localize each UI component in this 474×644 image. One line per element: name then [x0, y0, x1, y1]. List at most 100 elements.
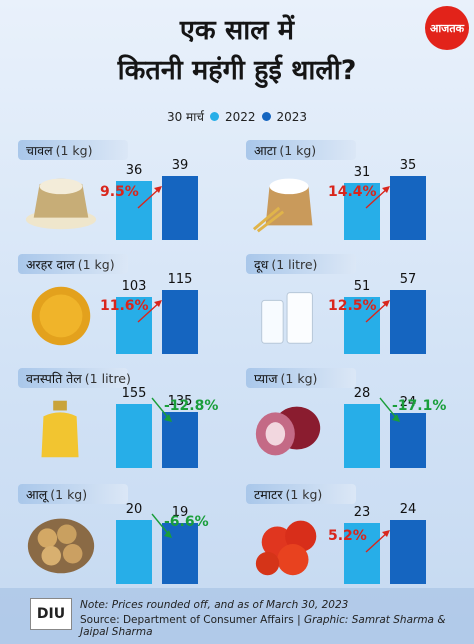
potato-icon: [27, 518, 95, 574]
bar-2022: [116, 404, 152, 468]
item-panel: अरहर दाल (1 kg) 103 115 11.6%: [18, 254, 230, 358]
change-percent: 12.5%: [328, 298, 377, 314]
bar-2023: [390, 520, 426, 584]
bar-2023: [390, 176, 426, 240]
item-name: आटा: [254, 142, 277, 158]
bar-2023: [390, 290, 426, 354]
bar-2022: [116, 520, 152, 584]
change-percent: 9.5%: [100, 184, 139, 200]
item-unit: (1 kg): [50, 486, 88, 502]
trend-down-arrow-icon: [379, 397, 400, 422]
item-panel: दूध (1 litre) 51 57 12.5%: [246, 254, 458, 358]
value-label-2022: 31: [353, 165, 371, 180]
item-name: चावल: [26, 142, 53, 158]
value-label-2023: 115: [167, 272, 193, 287]
item-panel: आलू (1 kg) 20 19 -6.6%: [18, 484, 230, 588]
item-label: चावल (1 kg): [18, 140, 128, 160]
item-label: आटा (1 kg): [246, 140, 356, 160]
legend-date: 30 मार्च: [166, 110, 204, 124]
item-name: वनस्पति तेल: [26, 370, 82, 386]
bar-2023: [162, 412, 198, 468]
diu-logo: DIU: [30, 598, 72, 630]
footer-credits: Source: Department of Consumer Affairs |…: [80, 614, 474, 638]
value-label-2022: 36: [125, 163, 143, 178]
item-name: दूध: [254, 256, 269, 272]
footer-note: Note: Prices rounded off, and as of Marc…: [80, 599, 349, 611]
footer-separator: |: [297, 614, 301, 626]
change-percent: 14.4%: [328, 184, 377, 200]
toor-dal-icon: [31, 286, 91, 346]
item-panel: प्याज (1 kg) 28 24 -17.1%: [246, 368, 458, 472]
change-percent: -6.6%: [164, 514, 209, 530]
value-label-2022: 23: [353, 505, 371, 520]
item-panel: चावल (1 kg) 36 39 9.5%: [18, 140, 230, 244]
item-panel: आटा (1 kg) 31 35 14.4%: [246, 140, 458, 244]
item-name: आलू: [26, 486, 48, 502]
chart-title-line2: कितनी महंगी हुई थाली?: [117, 55, 357, 86]
milk-icon: [261, 292, 313, 344]
rice-sack-icon: [25, 178, 97, 230]
item-label: अरहर दाल (1 kg): [18, 254, 128, 274]
item-unit: (1 litre): [84, 370, 131, 386]
value-label-2022: 51: [353, 279, 371, 294]
trend-down-arrow-icon: [151, 397, 172, 422]
onion-icon: [255, 406, 321, 456]
trend-up-arrow-icon: [365, 186, 390, 209]
chart-title-line1: एक साल में: [179, 15, 295, 46]
item-label: वनस्पति तेल (1 litre): [18, 368, 131, 388]
item-label: आलू (1 kg): [18, 484, 128, 504]
legend: 30 मार्च 2022 2023: [0, 108, 474, 125]
change-percent: 5.2%: [328, 528, 367, 544]
value-label-2023: 35: [399, 158, 417, 173]
bar-2023: [162, 176, 198, 240]
bar-2023: [390, 413, 426, 468]
bar-2022: [344, 404, 380, 468]
item-panel: वनस्पति तेल (1 litre) 155 135 -12.8%: [18, 368, 230, 472]
footer: [0, 588, 474, 644]
value-label-2023: 39: [171, 158, 189, 173]
trend-up-arrow-icon: [365, 530, 390, 553]
item-unit: (1 kg): [285, 486, 323, 502]
footer-graphic: Graphic: Samrat Sharma & Jaipal Sharma: [80, 614, 446, 638]
value-label-2022: 20: [125, 502, 143, 517]
item-panel: टमाटर (1 kg) 23 24 5.2%: [246, 484, 458, 588]
trend-up-arrow-icon: [137, 300, 162, 323]
item-unit: (1 litre): [271, 256, 318, 272]
bar-2022: [344, 297, 380, 354]
item-name: अरहर दाल: [26, 256, 75, 272]
value-label-2023: 19: [171, 505, 189, 520]
value-label-2022: 103: [121, 279, 147, 294]
bar-2022: [344, 183, 380, 240]
aajtak-logo: आजतक: [425, 6, 469, 50]
tomato-icon: [255, 520, 317, 576]
item-unit: (1 kg): [280, 370, 318, 386]
bar-2022: [116, 297, 152, 354]
bar-2022: [344, 523, 380, 584]
item-name: प्याज: [254, 370, 278, 386]
oil-jar-icon: [41, 400, 79, 458]
bar-2022: [116, 181, 152, 240]
change-percent: -12.8%: [164, 398, 219, 414]
legend-2022-swatch: [209, 112, 219, 121]
flour-sack-icon: [252, 178, 313, 233]
item-label: प्याज (1 kg): [246, 368, 356, 388]
value-label-2022: 155: [121, 386, 147, 401]
legend-2023-swatch: [261, 112, 271, 121]
trend-down-arrow-icon: [151, 513, 172, 538]
value-label-2023: 24: [399, 395, 417, 410]
item-unit: (1 kg): [279, 142, 317, 158]
legend-2022-label: 2022: [224, 109, 256, 124]
item-label: दूध (1 litre): [246, 254, 356, 274]
value-label-2023: 135: [167, 394, 193, 409]
item-unit: (1 kg): [55, 142, 93, 158]
change-percent: -17.1%: [392, 398, 447, 414]
value-label-2023: 57: [399, 272, 417, 287]
footer-source: Source: Department of Consumer Affairs: [80, 614, 294, 626]
item-label: टमाटर (1 kg): [246, 484, 356, 504]
trend-up-arrow-icon: [365, 300, 390, 323]
legend-2023-label: 2023: [276, 109, 308, 124]
item-unit: (1 kg): [77, 256, 115, 272]
value-label-2022: 28: [353, 386, 371, 401]
item-name: टमाटर: [254, 486, 283, 502]
value-label-2023: 24: [399, 502, 417, 517]
